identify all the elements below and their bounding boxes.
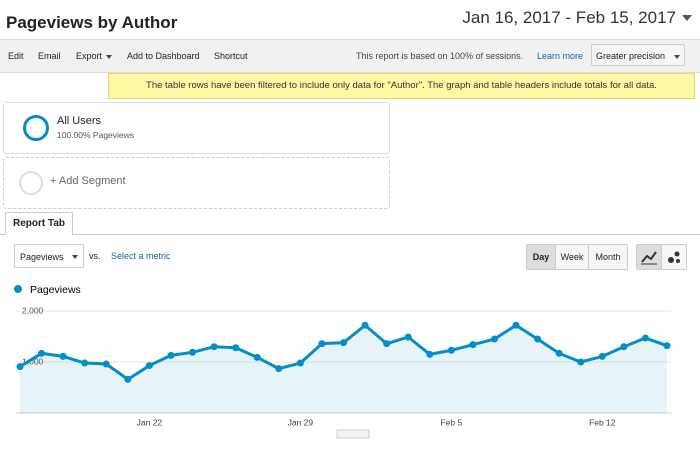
point bbox=[383, 340, 391, 348]
precision-caret bbox=[674, 55, 680, 59]
x-tick-label: Jan 29 bbox=[288, 417, 314, 427]
shortcut[interactable]: Shortcut bbox=[214, 51, 248, 61]
motion-chart-toggle[interactable] bbox=[661, 244, 687, 270]
point bbox=[490, 335, 498, 343]
precision-label: Greater precision bbox=[596, 51, 666, 61]
x-tick-label: Feb 12 bbox=[589, 417, 616, 427]
point bbox=[620, 343, 628, 351]
export[interactable]: Export bbox=[76, 51, 103, 61]
x-tick-label: Feb 5 bbox=[440, 417, 462, 427]
email[interactable]: Email bbox=[38, 51, 61, 61]
point bbox=[167, 351, 175, 359]
point bbox=[318, 340, 326, 348]
date-range[interactable]: Jan 16, 2017 - Feb 15, 2017 bbox=[462, 8, 676, 27]
point bbox=[59, 352, 67, 360]
line-icon bbox=[641, 251, 657, 265]
add-ring bbox=[19, 171, 43, 195]
metric-caret bbox=[72, 255, 78, 259]
learn-more[interactable]: Learn more bbox=[537, 51, 584, 61]
report-title: Pageviews by Author bbox=[6, 13, 178, 32]
metric-label: Pageviews bbox=[20, 252, 64, 262]
point bbox=[81, 359, 89, 367]
report-tab[interactable]: Report Tab bbox=[5, 212, 73, 235]
segment-card[interactable]: All Users 100.00% Pageviews bbox=[3, 102, 390, 154]
point bbox=[145, 362, 153, 370]
date-caret[interactable] bbox=[682, 15, 692, 21]
toolbar: Edit Email Export Add to Dashboard Short… bbox=[0, 39, 700, 73]
point bbox=[210, 343, 218, 351]
point bbox=[189, 348, 197, 356]
point bbox=[124, 375, 132, 383]
point bbox=[598, 352, 606, 360]
point bbox=[469, 341, 477, 349]
metric-select[interactable]: Pageviews bbox=[14, 244, 84, 268]
filter-banner: The table rows have been filtered to inc… bbox=[108, 73, 695, 99]
precision-select[interactable]: Greater precision bbox=[591, 44, 685, 66]
point bbox=[555, 349, 563, 357]
interval-day[interactable]: Day bbox=[526, 244, 556, 270]
point bbox=[447, 346, 455, 354]
segment-name: All Users bbox=[57, 115, 102, 127]
y-tick-label: 1,000 bbox=[22, 356, 44, 366]
chart: Pageviews 1,000 2,000 Jan 22 Jan 29 Feb 5 Feb… bbox=[14, 284, 671, 439]
y-tick-label: 2,000 bbox=[22, 305, 44, 315]
sampling-note: This report is based on 100% of sessions… bbox=[356, 51, 524, 61]
interval-week[interactable]: Week bbox=[555, 244, 589, 270]
point bbox=[641, 334, 649, 342]
select-metric[interactable]: Select a metric bbox=[111, 251, 171, 261]
edit[interactable]: Edit bbox=[8, 51, 24, 61]
point bbox=[426, 350, 434, 358]
point bbox=[663, 342, 671, 350]
add-to-dashboard[interactable]: Add to Dashboard bbox=[127, 51, 200, 61]
vs: vs. bbox=[89, 251, 101, 261]
point bbox=[102, 360, 110, 368]
tab-line bbox=[0, 234, 700, 235]
add-segment-label: + Add Segment bbox=[50, 175, 126, 187]
point bbox=[16, 363, 24, 371]
point bbox=[404, 333, 412, 341]
legend-label: Pageviews bbox=[30, 284, 81, 296]
point bbox=[232, 344, 240, 352]
scroll-handle[interactable] bbox=[336, 429, 370, 439]
segment-detail: 100.00% Pageviews bbox=[57, 130, 135, 140]
dots-icon bbox=[668, 251, 680, 263]
point bbox=[253, 353, 261, 361]
area bbox=[20, 325, 667, 413]
point bbox=[577, 358, 585, 366]
line-chart-toggle[interactable] bbox=[636, 244, 662, 270]
point bbox=[38, 349, 46, 357]
point bbox=[512, 321, 520, 329]
legend-dot bbox=[14, 285, 22, 293]
add-segment[interactable]: + Add Segment bbox=[3, 157, 390, 209]
point bbox=[534, 335, 542, 343]
point bbox=[340, 339, 347, 347]
interval-month[interactable]: Month bbox=[588, 244, 628, 270]
point bbox=[296, 359, 304, 367]
point bbox=[361, 321, 369, 329]
point bbox=[275, 365, 283, 373]
export-caret bbox=[106, 55, 112, 59]
segment-ring bbox=[23, 115, 49, 141]
x-tick-label: Jan 22 bbox=[137, 417, 163, 427]
